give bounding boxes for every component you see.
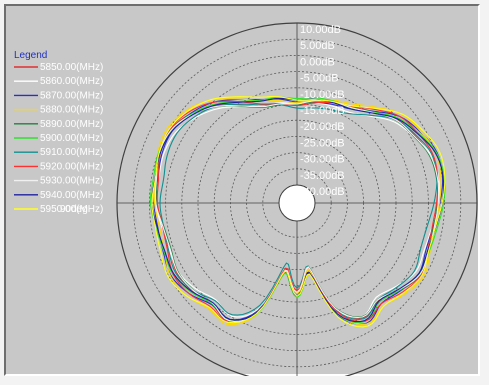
series-line: [151, 95, 446, 328]
radial-tick-label: -40.00dB: [300, 186, 345, 198]
series-line: [153, 98, 442, 326]
legend-item: 5860.00(MHz): [14, 76, 103, 87]
legend-title: Legend: [14, 50, 47, 61]
legend-item: 5930.00(MHz): [14, 176, 103, 187]
radial-tick-label: -35.00dB: [300, 170, 345, 182]
radial-tick-label: -10.00dB: [300, 89, 345, 101]
polar-grid: [116, 22, 478, 376]
series-line: [154, 100, 440, 322]
angle-label-90deg: 90deg: [60, 204, 88, 215]
legend-label: 5920.00(MHz): [40, 161, 103, 172]
radial-tick-label: -5.00dB: [300, 73, 339, 85]
radial-tick-label: -30.00dB: [300, 154, 345, 166]
legend-label: 5850.00(MHz): [40, 62, 103, 73]
radial-tick-label: -20.00dB: [300, 121, 345, 133]
legend-label: 5910.00(MHz): [40, 147, 103, 158]
legend-label: 5880.00(MHz): [40, 105, 103, 116]
legend-label: 5950.00(MHz): [40, 204, 103, 215]
radial-tick-label: 5.00dB: [300, 40, 335, 52]
chart-frame: [4, 4, 480, 376]
radial-tick-label: 0.00dB: [300, 56, 335, 68]
radial-tick-label: 10.00dB: [300, 24, 341, 36]
legend-label: 5930.00(MHz): [40, 176, 103, 187]
legend-item: 5890.00(MHz): [14, 119, 103, 130]
legend-label: 5940.00(MHz): [40, 190, 103, 201]
legend-item: 5940.00(MHz): [14, 190, 103, 201]
legend-label: 5890.00(MHz): [40, 119, 103, 130]
legend-label: 5870.00(MHz): [40, 90, 103, 101]
legend-item: 5950.00(MHz): [14, 204, 103, 215]
pattern-curves: [149, 95, 446, 328]
legend-label: 5860.00(MHz): [40, 76, 103, 87]
legend-item: 5870.00(MHz): [14, 90, 103, 101]
legend-item: 5900.00(MHz): [14, 133, 103, 144]
legend-item: 5920.00(MHz): [14, 161, 103, 172]
legend: Legend 5850.00(MHz) 5860.00(MHz) 5870.00(M…: [14, 50, 103, 215]
polar-chart: 10.00dB 5.00dB 0.00dB -5.00dB -10.00dB -15.00…: [14, 22, 478, 376]
series-line: [159, 103, 438, 320]
legend-item: 5880.00(MHz): [14, 105, 103, 116]
legend-label: 5900.00(MHz): [40, 133, 103, 144]
legend-item: 5910.00(MHz): [14, 147, 103, 158]
radial-tick-label: -25.00dB: [300, 137, 345, 149]
radial-tick-label: -15.00dB: [300, 105, 345, 117]
radial-tick-labels: 10.00dB 5.00dB 0.00dB -5.00dB -10.00dB -15.00…: [300, 24, 345, 198]
legend-item: 5850.00(MHz): [14, 62, 103, 73]
